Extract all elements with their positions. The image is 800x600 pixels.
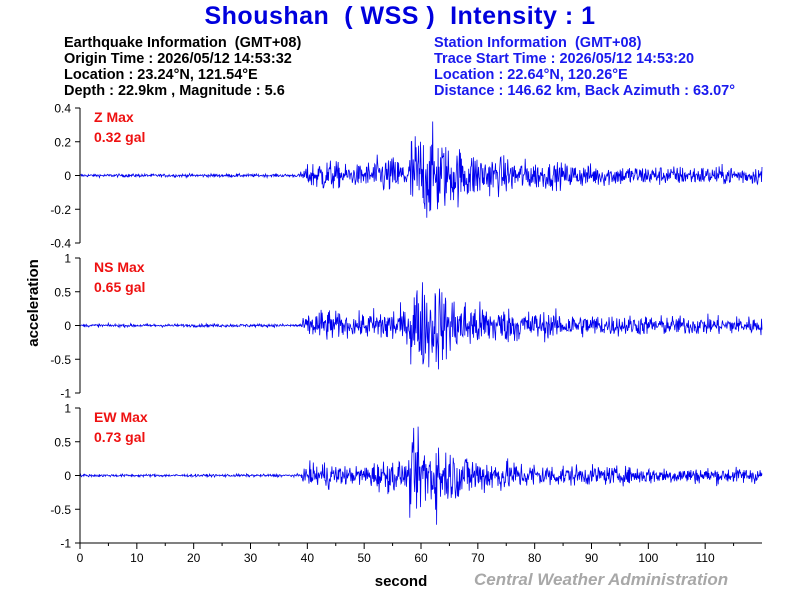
max-label-ns: NS Max — [94, 259, 145, 275]
earthquake-info: Earthquake Information (GMT+08) Origin T… — [64, 35, 301, 99]
max-value-ns: 0.65 gal — [94, 279, 145, 295]
trace-z — [79, 121, 763, 218]
x-tick-label: 110 — [696, 551, 715, 565]
trace-ew — [79, 426, 763, 525]
x-tick-label: 70 — [471, 551, 485, 565]
trace-ns — [79, 282, 763, 370]
earthquake-info-heading: Earthquake Information (GMT+08) — [64, 35, 302, 51]
max-value-ew: 0.73 gal — [94, 429, 145, 445]
x-tick-label: 100 — [638, 551, 658, 565]
x-tick-label: 80 — [528, 551, 542, 565]
station-location: Location : 22.64°N, 120.26°E — [434, 67, 628, 83]
x-tick-label: 90 — [585, 551, 599, 565]
origin-time: Origin Time : 2026/05/12 14:53:32 — [64, 51, 292, 67]
y-tick-label-ew: -1 — [60, 537, 71, 551]
x-axis-label: second — [375, 573, 428, 590]
x-tick-label: 60 — [414, 551, 428, 565]
y-tick-label-z: -0.2 — [50, 203, 71, 217]
y-tick-label-ew: 0.5 — [54, 435, 71, 449]
x-tick-label: 40 — [301, 551, 315, 565]
x-tick-label: 10 — [130, 551, 144, 565]
agency-watermark: Central Weather Administration — [474, 570, 729, 589]
y-tick-label-ew: -0.5 — [50, 503, 71, 517]
max-label-z: Z Max — [94, 109, 134, 125]
max-value-z: 0.32 gal — [94, 129, 145, 145]
y-tick-label-ns: -0.5 — [50, 353, 71, 367]
y-tick-label-z: 0.2 — [54, 135, 71, 149]
chart-title: Shoushan ( WSS ) Intensity : 1 — [204, 2, 596, 30]
x-tick-label: 50 — [357, 551, 371, 565]
station-distance: Distance : 146.62 km, Back Azimuth : 63.… — [434, 83, 736, 99]
y-axis-label: acceleration — [25, 259, 42, 347]
depth-magnitude: Depth : 22.9km , Magnitude : 5.6 — [64, 83, 285, 99]
y-tick-label-ns: -1 — [60, 387, 71, 401]
y-tick-label-ns: 1 — [64, 252, 71, 266]
y-tick-label-ns: 0.5 — [54, 285, 71, 299]
x-tick-label: 0 — [77, 551, 84, 565]
station-info: Station Information (GMT+08) Trace Start… — [434, 35, 735, 99]
trace-start-time: Trace Start Time : 2026/05/12 14:53:20 — [434, 51, 695, 67]
y-tick-label-ew: 1 — [64, 402, 71, 416]
y-tick-label-z: 0.4 — [54, 102, 71, 116]
epicenter-location: Location : 23.24°N, 121.54°E — [64, 67, 258, 83]
y-tick-label-ew: 0 — [64, 469, 71, 483]
max-label-ew: EW Max — [94, 409, 148, 425]
y-tick-label-z: -0.4 — [50, 237, 71, 251]
x-tick-label: 30 — [244, 551, 258, 565]
x-tick-label: 20 — [187, 551, 201, 565]
station-info-heading: Station Information (GMT+08) — [434, 35, 642, 51]
y-tick-label-ns: 0 — [64, 319, 71, 333]
y-tick-label-z: 0 — [64, 169, 71, 183]
